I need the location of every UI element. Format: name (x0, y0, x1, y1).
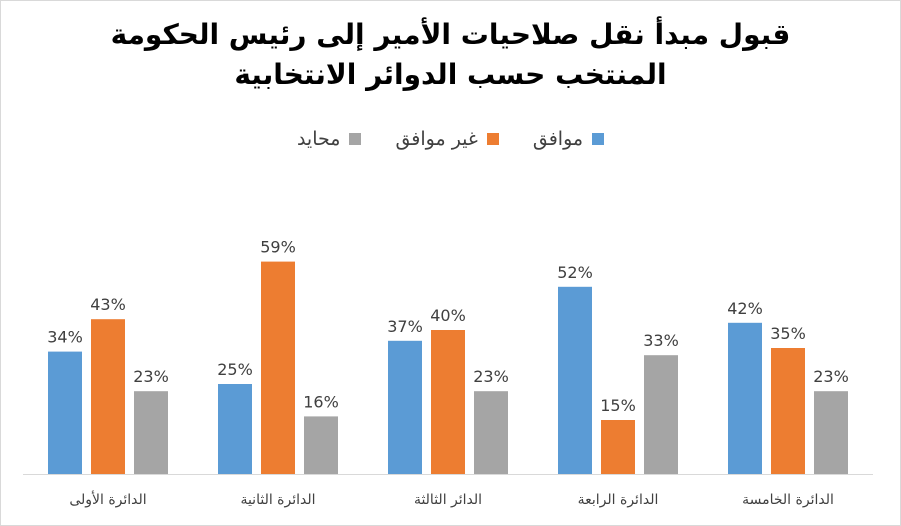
bar-2-series-3 (304, 416, 338, 474)
bar-3-series-1 (388, 340, 422, 474)
data-label-5-series-3: 23% (813, 367, 849, 386)
data-label-2-series-1: 25% (217, 360, 253, 379)
legend-swatch-agree (592, 133, 605, 145)
bar-1-series-2 (91, 319, 125, 474)
data-label-3-series-1: 37% (387, 317, 423, 336)
data-label-3-series-3: 23% (473, 367, 509, 386)
bar-5-series-2 (771, 348, 805, 474)
category-label-5: الدائرة الخامسة (742, 492, 834, 508)
chart-title-line-1: قبول مبدأ نقل صلاحيات الأمير إلى رئيس ال… (110, 18, 791, 51)
category-label-4: الدائرة الرابعة (578, 492, 659, 508)
legend-label-agree: موافق (532, 128, 584, 150)
legend-label-disagree: غير موافق (395, 128, 478, 150)
bar-4-series-1 (558, 286, 592, 474)
data-label-4-series-1: 52% (557, 263, 593, 282)
bar-5-series-1 (728, 322, 762, 474)
data-label-1-series-2: 43% (90, 295, 126, 314)
legend-item-neutral: محايد (297, 128, 362, 150)
legend-item-agree: موافق (532, 128, 605, 150)
data-label-2-series-3: 16% (303, 392, 339, 411)
data-label-5-series-2: 35% (770, 324, 806, 343)
bar-1-series-3 (134, 391, 168, 474)
category-label-3: الدائر الثالثة (414, 492, 482, 508)
legend-item-disagree: غير موافق (395, 128, 499, 150)
data-label-5-series-1: 42% (727, 299, 763, 318)
data-label-4-series-2: 15% (600, 396, 636, 415)
data-label-2-series-2: 59% (260, 238, 296, 257)
bar-4-series-3 (644, 355, 678, 474)
legend-swatch-disagree (486, 133, 499, 145)
chart-title-line-2: المنتخب حسب الدوائر الانتخابية (234, 58, 667, 91)
bar-2-series-1 (218, 384, 252, 474)
bar-4-series-2 (601, 420, 635, 474)
bar-3-series-3 (474, 391, 508, 474)
category-label-2: الدائرة الثانية (240, 492, 315, 508)
data-label-3-series-2: 40% (430, 306, 466, 325)
bar-5-series-3 (814, 391, 848, 474)
data-label-4-series-3: 33% (643, 331, 679, 350)
legend-swatch-neutral (349, 133, 362, 145)
legend-label-neutral: محايد (296, 128, 341, 150)
chart-legend: موافق غير موافق محايد (0, 128, 901, 150)
data-label-1-series-1: 34% (47, 328, 83, 347)
bar-3-series-2 (431, 330, 465, 474)
bar-2-series-2 (261, 261, 295, 474)
data-label-1-series-3: 23% (133, 367, 169, 386)
category-label-1: الدائرة الأولى (69, 490, 146, 508)
bar-1-series-1 (48, 351, 82, 474)
